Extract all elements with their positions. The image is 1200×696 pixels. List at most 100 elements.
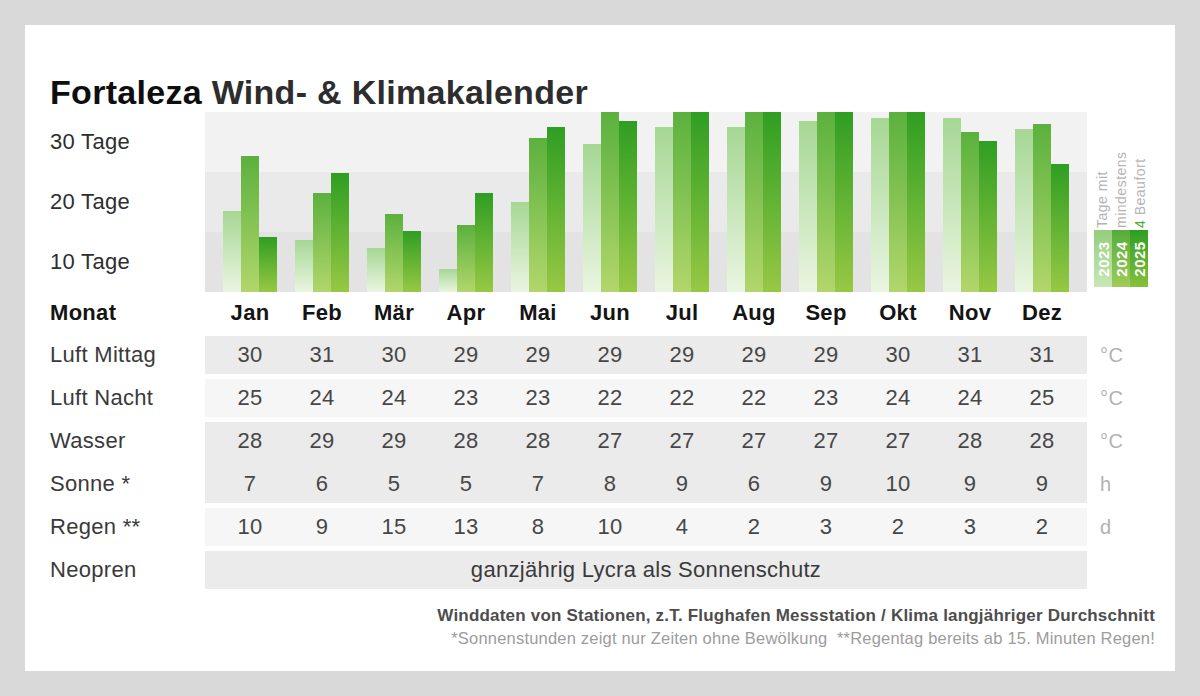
table-cell: 25 — [1006, 385, 1078, 411]
bar-2025-jan — [259, 237, 277, 292]
bar-group-sep — [790, 112, 862, 292]
bar-group-feb — [286, 112, 358, 292]
year-chip-label: 2023 — [1094, 230, 1112, 287]
table-cell: 7 — [502, 471, 574, 497]
legend-beaufort-text: Beaufort — [1132, 158, 1148, 219]
table-cell: 2 — [1006, 514, 1078, 540]
table-cell: 15 — [358, 514, 430, 540]
row-label: Luft Mittag — [50, 336, 202, 374]
month-header-label: Monat — [50, 295, 202, 331]
row-cells: 252424232322222223242425 — [214, 379, 1078, 417]
month-header-jun: Jun — [574, 300, 646, 326]
table-cell: 27 — [574, 428, 646, 454]
bar-2023-apr — [439, 269, 457, 292]
row-label: Luft Nacht — [50, 379, 202, 417]
table-cell: 8 — [502, 514, 574, 540]
bar-2023-nov — [943, 118, 961, 292]
table-row-wasser: Wasser 282929282827272727272828 °C — [205, 422, 1087, 460]
month-header-jan: Jan — [214, 300, 286, 326]
table-cell: 29 — [430, 342, 502, 368]
bar-2024-dez — [1033, 124, 1051, 292]
y-axis-label-10: 10 Tage — [50, 248, 180, 276]
table-cell: 23 — [430, 385, 502, 411]
table-cell: 29 — [790, 342, 862, 368]
y-axis-label-20: 20 Tage — [50, 188, 180, 216]
bar-group-nov — [934, 112, 1006, 292]
table-cell: 9 — [1006, 471, 1078, 497]
row-label: Sonne * — [50, 465, 202, 503]
bar-2025-apr — [475, 193, 493, 292]
calendar-card: Fortaleza Wind- & Klimakalender 30 Tage … — [25, 25, 1175, 671]
month-header-mai: Mai — [502, 300, 574, 326]
bar-group-dez — [1006, 112, 1078, 292]
table-cell: 6 — [286, 471, 358, 497]
row-cells: 303130292929292929303131 — [214, 336, 1078, 374]
table-row-luft-mittag: Luft Mittag 303130292929292929303131 °C — [205, 336, 1087, 374]
table-cell: 29 — [574, 342, 646, 368]
table-cell: 28 — [502, 428, 574, 454]
bar-2023-feb — [295, 240, 313, 292]
bar-group-apr — [430, 112, 502, 292]
bar-2024-jan — [241, 156, 259, 292]
bar-2025-okt — [907, 112, 925, 292]
table-cell: 28 — [214, 428, 286, 454]
table-cell: 8 — [574, 471, 646, 497]
table-cell: 28 — [934, 428, 1006, 454]
bar-2024-mär — [385, 214, 403, 292]
row-cells: 7655789691099 — [214, 465, 1078, 503]
bar-2023-jan — [223, 211, 241, 292]
month-header-dez: Dez — [1006, 300, 1078, 326]
bar-2025-mai — [547, 127, 565, 292]
month-header-okt: Okt — [862, 300, 934, 326]
wind-bar-chart — [205, 112, 1087, 292]
year-chip-2025: 2025 — [1130, 230, 1148, 287]
table-cell: 30 — [862, 342, 934, 368]
bar-2024-mai — [529, 138, 547, 292]
legend-line-3: 4 Beaufort — [1131, 108, 1150, 228]
legend-line-1: Tage mit — [1093, 108, 1112, 228]
table-cell: 30 — [358, 342, 430, 368]
bar-2024-okt — [889, 112, 907, 292]
footer-asterisk-note: *Sonnenstunden zeigt nur Zeiten ohne Bew… — [451, 629, 1155, 648]
bar-2023-aug — [727, 127, 745, 292]
table-row-regen: Regen ** 1091513810423232 d — [205, 508, 1087, 546]
legend-beaufort-number: 4 — [1132, 220, 1148, 228]
table-cell: 29 — [502, 342, 574, 368]
table-cell: 10 — [214, 514, 286, 540]
table-cell: 24 — [358, 385, 430, 411]
table-cell: 27 — [646, 428, 718, 454]
bar-2024-jun — [601, 112, 619, 292]
y-axis-label-30: 30 Tage — [50, 128, 180, 156]
bar-2024-nov — [961, 132, 979, 292]
table-cell: 5 — [430, 471, 502, 497]
year-chip-2023: 2023 — [1094, 230, 1112, 287]
row-unit: h — [1100, 465, 1112, 503]
month-header-aug: Aug — [718, 300, 790, 326]
year-chip-2024: 2024 — [1112, 230, 1130, 287]
year-chip-label: 2025 — [1130, 230, 1148, 287]
bar-2025-dez — [1051, 164, 1069, 292]
table-cell: 23 — [790, 385, 862, 411]
table-cell: 31 — [934, 342, 1006, 368]
bar-2025-mär — [403, 231, 421, 292]
row-unit: °C — [1100, 422, 1123, 460]
month-header-jul: Jul — [646, 300, 718, 326]
table-cell: 2 — [718, 514, 790, 540]
bar-2025-jul — [691, 112, 709, 292]
title-brand: Fortaleza — [50, 73, 202, 111]
table-cell: 10 — [862, 471, 934, 497]
year-chip-label: 2024 — [1112, 230, 1130, 287]
table-cell: 30 — [214, 342, 286, 368]
table-cell: 23 — [502, 385, 574, 411]
table-cell: 27 — [718, 428, 790, 454]
bar-2024-feb — [313, 193, 331, 292]
row-unit: °C — [1100, 336, 1123, 374]
table-cell: 3 — [790, 514, 862, 540]
table-cell: 31 — [286, 342, 358, 368]
table-cell: 10 — [574, 514, 646, 540]
table-cell: 9 — [790, 471, 862, 497]
table-row-luft-nacht: Luft Nacht 252424232322222223242425 °C — [205, 379, 1087, 417]
month-header-mär: Mär — [358, 300, 430, 326]
table-cell: 3 — [934, 514, 1006, 540]
table-cell: 29 — [646, 342, 718, 368]
